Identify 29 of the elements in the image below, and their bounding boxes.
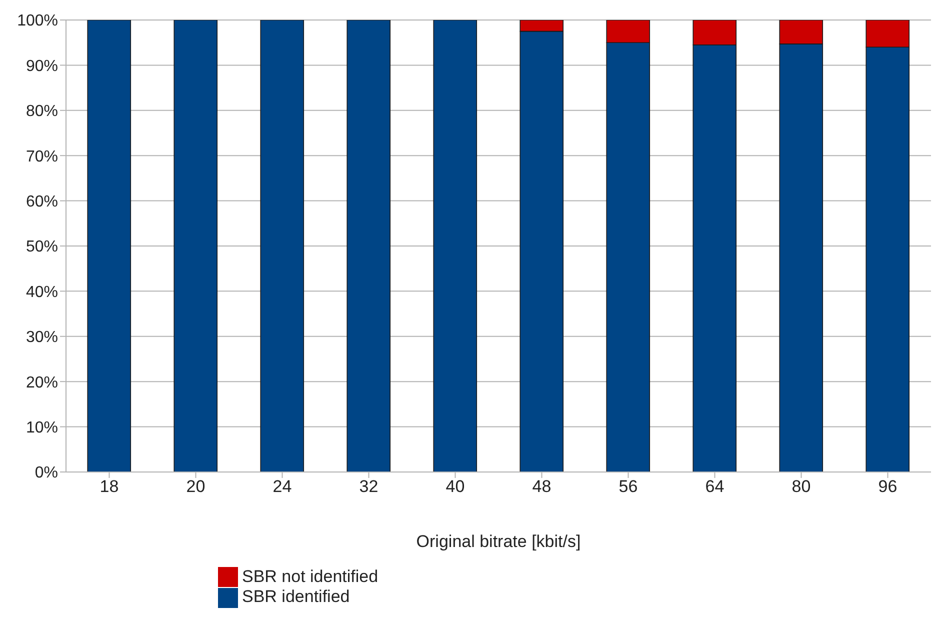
bar bbox=[346, 20, 391, 472]
y-tick-label: 90% bbox=[26, 58, 58, 75]
x-axis-title: Original bitrate [kbit/s] bbox=[416, 532, 581, 551]
legend-label: SBR not identified bbox=[242, 566, 378, 586]
y-tick-label: 70% bbox=[26, 148, 58, 166]
y-tick-label: 20% bbox=[26, 374, 58, 392]
x-tick-label: 96 bbox=[878, 477, 898, 496]
bar bbox=[174, 20, 218, 472]
y-tick-label: 0% bbox=[34, 464, 58, 482]
x-tick-label: 18 bbox=[100, 477, 119, 496]
x-tick-label: 80 bbox=[792, 477, 811, 496]
x-tick-label: 20 bbox=[186, 477, 206, 496]
x-tick-label: 64 bbox=[705, 477, 724, 496]
y-tick-label: 60% bbox=[26, 193, 58, 210]
legend-label: SBR identified bbox=[242, 587, 350, 606]
bar bbox=[433, 20, 478, 472]
x-tick-label: 32 bbox=[359, 477, 378, 496]
x-tick-label: 56 bbox=[618, 477, 638, 496]
y-tick-label: 10% bbox=[26, 419, 58, 436]
y-tick-label: 50% bbox=[26, 238, 58, 256]
y-tick-label: 100% bbox=[17, 12, 58, 30]
bar bbox=[87, 20, 132, 472]
x-tick-label: 40 bbox=[446, 477, 465, 496]
y-tick-label: 40% bbox=[26, 284, 58, 301]
x-tick-label: 48 bbox=[532, 477, 552, 496]
x-tick-label: 24 bbox=[272, 477, 292, 496]
y-tick-label: 80% bbox=[26, 103, 58, 120]
bar bbox=[260, 20, 304, 472]
y-tick-label: 30% bbox=[26, 329, 58, 346]
